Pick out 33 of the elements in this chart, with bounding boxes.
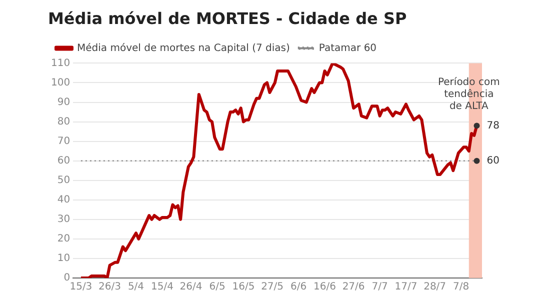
legend-label: Patamar 60 (318, 42, 377, 54)
annotation: 60 (486, 155, 500, 166)
y-tick-label: 40 (57, 194, 70, 206)
y-tick-label: 90 (57, 96, 70, 108)
y-tick-label: 80 (57, 116, 70, 128)
y-tick-label: 110 (50, 58, 70, 69)
y-tick-label: 100 (50, 77, 70, 88)
x-tick-label: 15/3 (70, 282, 92, 293)
x-tick-label: 17/7 (394, 282, 418, 293)
legend-label: Média móvel de mortes na Capital (7 dias) (77, 42, 290, 54)
x-tick-label: 7/8 (452, 282, 470, 293)
x-tick-label: 26/3 (98, 282, 122, 293)
x-tick-label: 16/6 (313, 282, 336, 293)
y-tick-label: 70 (57, 136, 70, 147)
y-tick-label: 60 (57, 155, 70, 166)
x-tick-label: 15/4 (150, 282, 174, 293)
x-tick-label: 27/5 (261, 282, 284, 293)
x-tick-label: 5/4 (128, 282, 144, 293)
y-tick-label: 50 (57, 174, 70, 186)
band-label: Período com tendência de ALTA (438, 76, 500, 112)
y-tick-label: 0 (64, 272, 70, 284)
y-tick-label: 20 (57, 234, 70, 245)
chart-title: Média móvel de MORTES - Cidade de SP (48, 8, 407, 28)
x-tick-label: 16/5 (232, 282, 255, 293)
y-tick-label: 30 (57, 214, 70, 226)
x-tick-label: 6/6 (290, 282, 307, 293)
x-tick-label: 26/4 (180, 282, 202, 293)
x-tick-label: 6/5 (209, 282, 226, 293)
annotation: 78 (486, 120, 500, 132)
x-tick-label: 27/6 (342, 282, 365, 293)
x-tick-label: 7/7 (372, 282, 388, 293)
y-tick-label: 10 (57, 253, 70, 264)
x-tick-label: 28/7 (424, 282, 446, 293)
